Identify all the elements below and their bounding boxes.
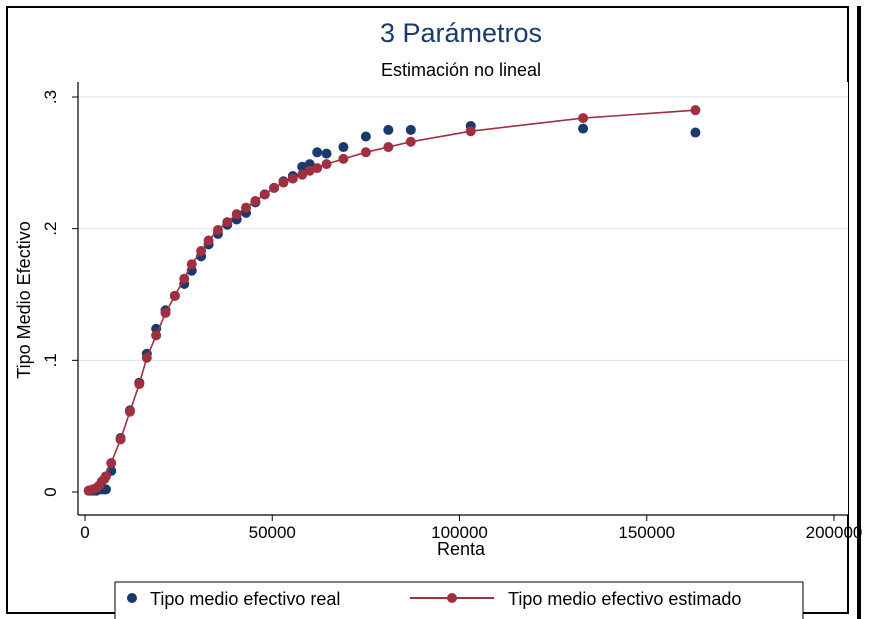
estimated-point	[169, 290, 180, 301]
estimated-point	[259, 189, 270, 200]
real-point	[321, 148, 332, 159]
estimated-series	[83, 105, 701, 496]
estimated-point	[160, 307, 171, 318]
x-tick-label: 200000	[806, 523, 863, 542]
y-tick-label: 0	[41, 487, 60, 496]
estimated-point	[203, 235, 214, 246]
estimated-point	[196, 246, 207, 257]
estimated-point	[151, 330, 162, 341]
legend-box	[114, 581, 804, 619]
estimated-point	[465, 126, 476, 137]
estimated-point	[134, 379, 145, 390]
estimated-point	[115, 434, 126, 445]
legend-marker-real	[127, 593, 137, 603]
estimated-point	[405, 136, 416, 147]
y-ticks: 0 .1 .2 .3	[41, 90, 78, 497]
y-tick-label: .3	[41, 90, 60, 104]
estimated-point	[222, 217, 233, 228]
estimated-point	[141, 352, 152, 363]
estimated-point	[278, 177, 289, 188]
estimated-point	[287, 173, 298, 184]
estimated-point	[106, 458, 117, 469]
x-axis-label: Renta	[437, 539, 486, 559]
estimated-point	[269, 182, 280, 193]
estimated-point	[312, 163, 323, 174]
estimated-point	[186, 259, 197, 270]
legend: Tipo medio efectivo real Tipo medio efec…	[114, 581, 804, 619]
estimated-point	[338, 153, 349, 164]
estimated-point	[690, 105, 701, 116]
real-point	[690, 127, 701, 138]
estimated-point	[321, 159, 332, 170]
estimated-point	[360, 147, 371, 158]
estimated-point	[578, 113, 589, 124]
estimated-point	[250, 196, 261, 207]
y-tick-label: .2	[41, 222, 60, 236]
estimated-point	[179, 273, 190, 284]
y-tick-label: .1	[41, 353, 60, 367]
chart-title: 3 Parámetros	[380, 18, 542, 48]
estimated-point	[297, 169, 308, 180]
real-point	[360, 131, 371, 142]
x-tick-label: 150000	[618, 523, 675, 542]
real-point	[312, 147, 323, 158]
x-tick-label: 0	[80, 523, 89, 542]
real-point	[405, 124, 416, 135]
estimated-point	[124, 406, 135, 417]
x-tick-label: 50000	[249, 523, 296, 542]
estimated-point	[100, 471, 111, 482]
x-ticks: 0 50000 100000 150000 200000	[80, 515, 862, 542]
grid-lines	[78, 96, 848, 361]
estimated-point	[383, 142, 394, 153]
estimated-point	[231, 209, 242, 220]
chart-subtitle: Estimación no lineal	[381, 60, 541, 80]
legend-label-estimated: Tipo medio efectivo estimado	[508, 589, 741, 609]
real-point	[383, 124, 394, 135]
real-point	[578, 123, 589, 134]
plot-area	[78, 82, 848, 515]
legend-label-real: Tipo medio efectivo real	[150, 589, 340, 609]
x-tick-label: 100000	[431, 523, 488, 542]
real-point	[338, 142, 349, 153]
legend-marker-estimated	[447, 593, 457, 603]
estimated-point	[241, 202, 252, 213]
window-edge	[857, 6, 861, 619]
estimated-point	[212, 224, 223, 235]
y-axis-label: Tipo Medio Efectivo	[14, 221, 34, 378]
